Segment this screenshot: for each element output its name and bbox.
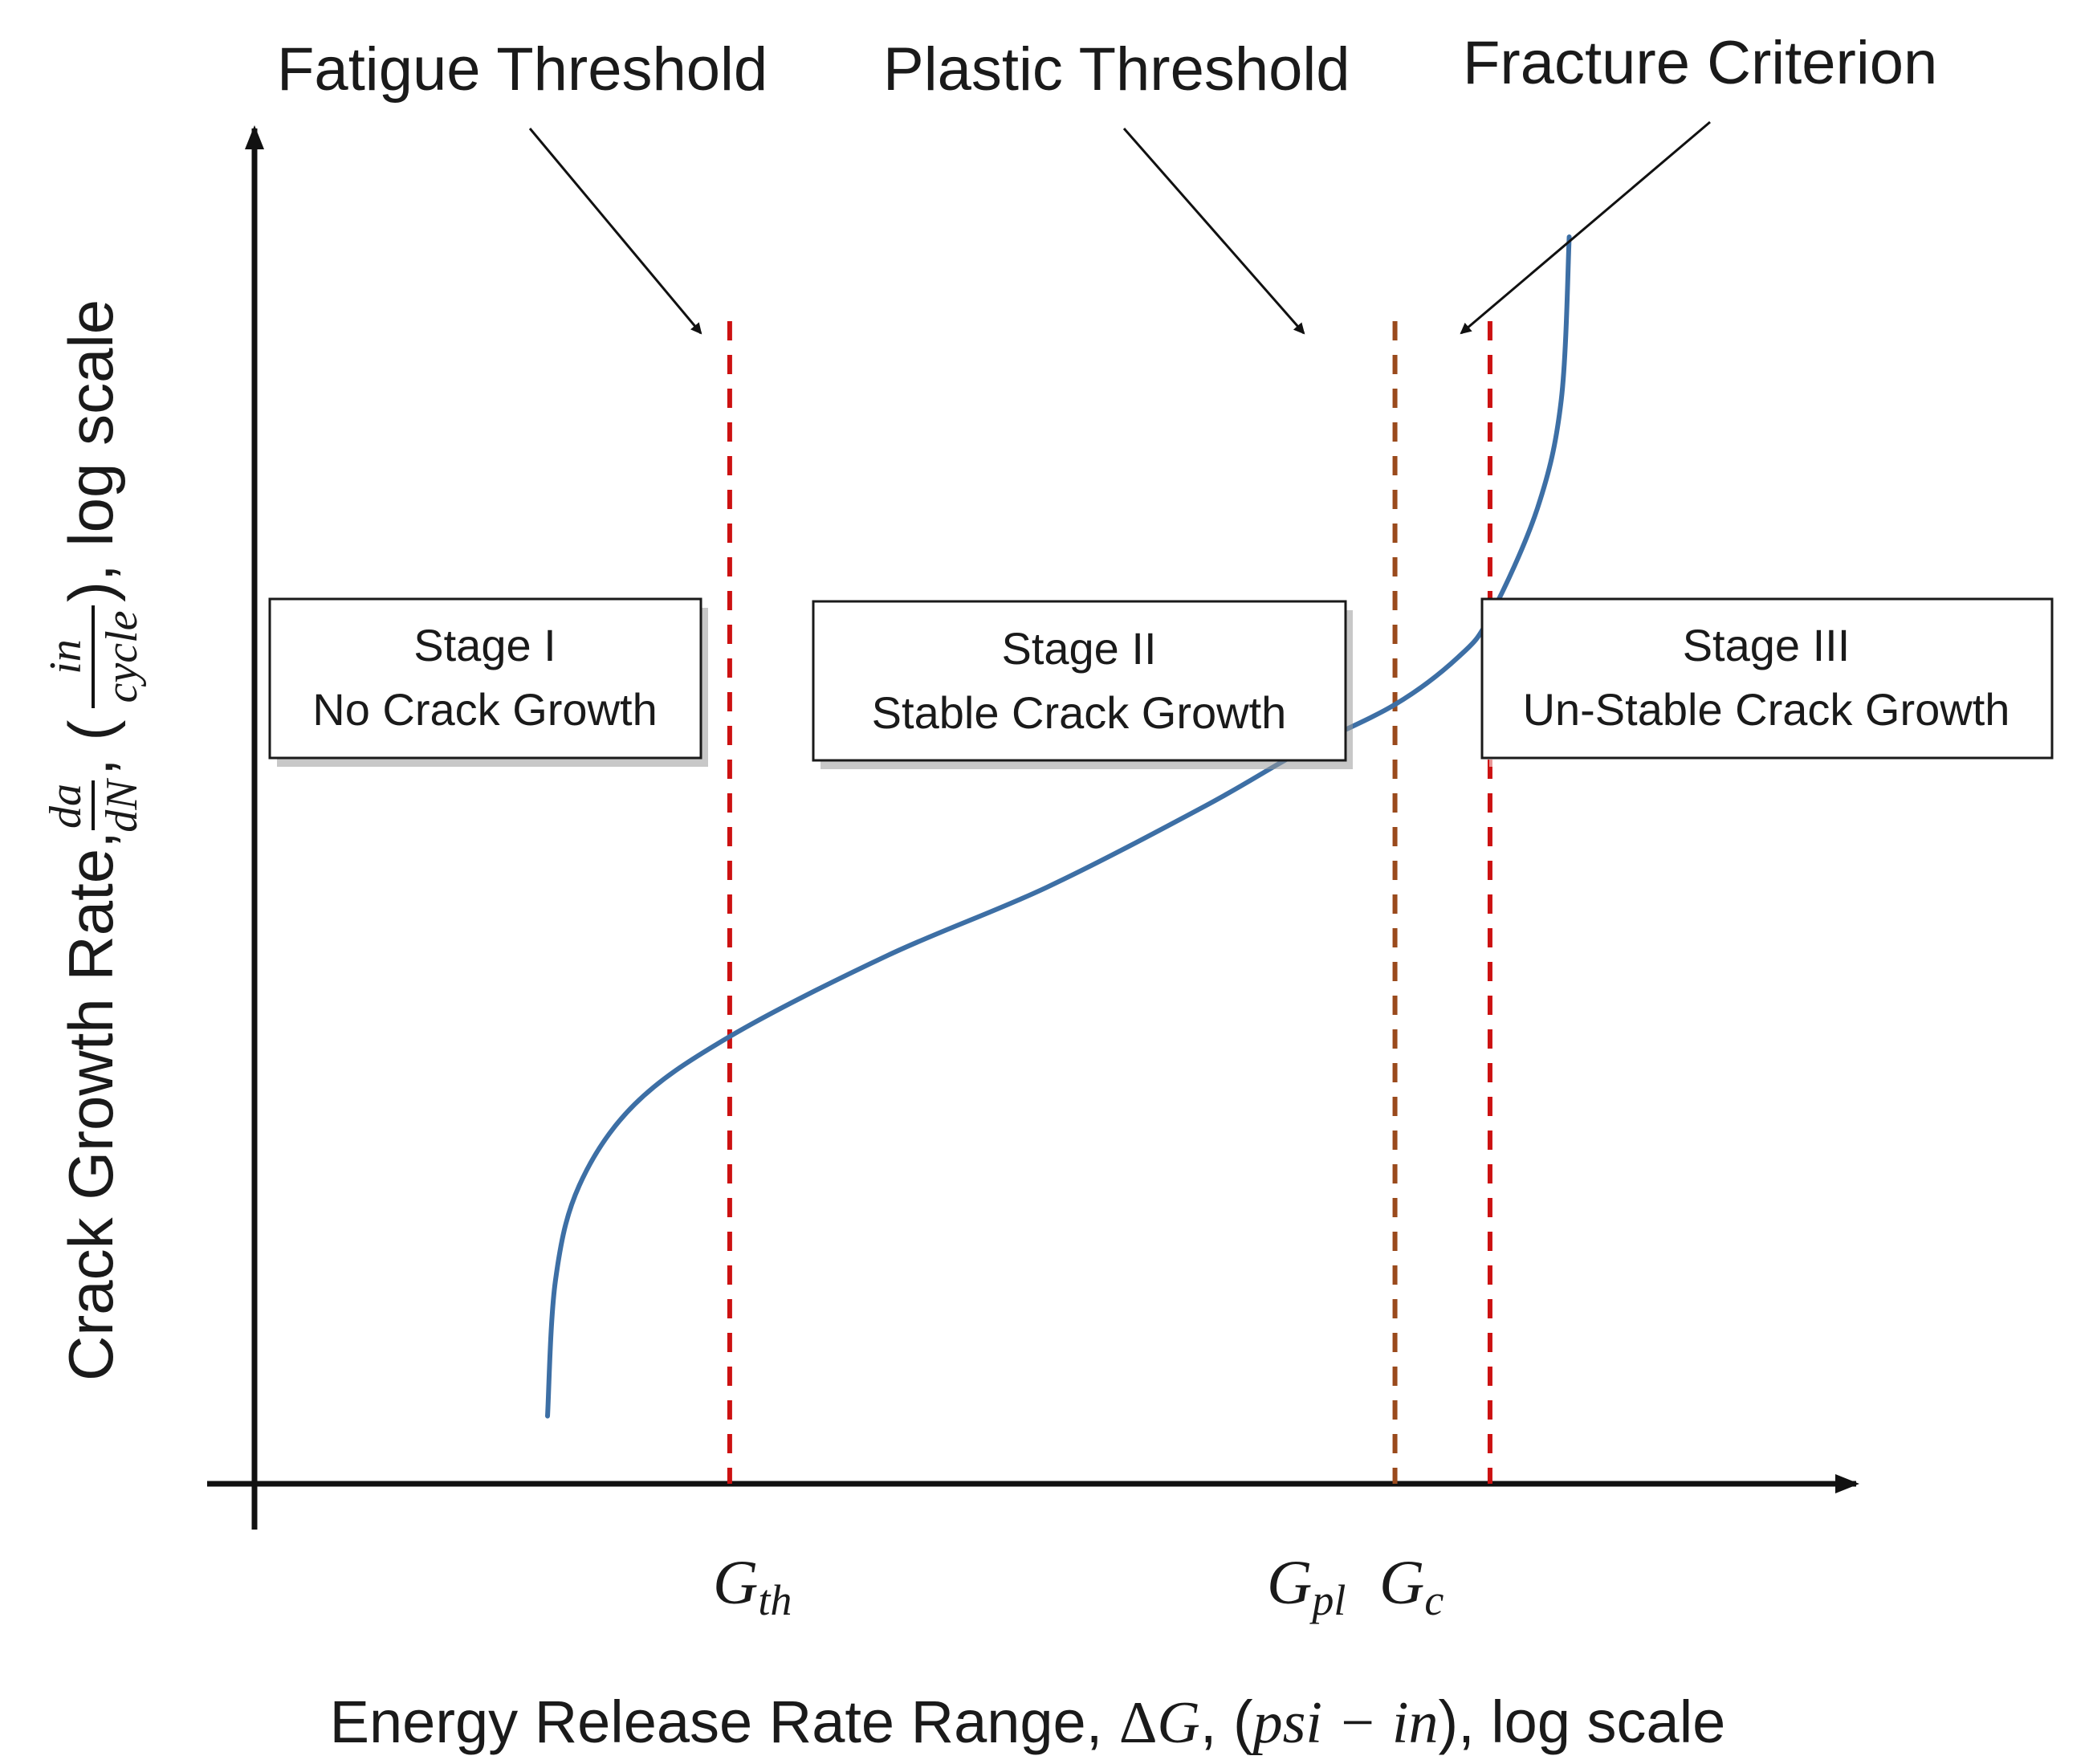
annotation-plastic-threshold: Plastic Threshold	[883, 35, 1350, 104]
y-axis-label-prefix: Crack Growth Rate,	[55, 831, 126, 1381]
tick-label-gc: Gc	[1379, 1547, 1444, 1624]
x-axis-label: Energy Release Rate Range, ΔG, (psi − in…	[330, 1689, 1726, 1756]
stage-box-3: Stage III Un-Stable Crack Growth	[1480, 597, 2059, 767]
stage-3-subtitle: Un-Stable Crack Growth	[1523, 684, 2010, 735]
stage-box-1: Stage I No Crack Growth	[268, 597, 708, 767]
y-axis-label-suffix: ), log scale	[55, 299, 126, 602]
axes	[207, 125, 1859, 1530]
arrow-plastic-threshold	[1122, 128, 1305, 335]
y-frac1-num: da	[41, 784, 91, 829]
stage-3-title: Stage III	[1683, 620, 1851, 670]
x-tick-labels: Gth Gpl Gc	[713, 1547, 1444, 1624]
annotation-fatigue-threshold: Fatigue Threshold	[277, 35, 768, 104]
stage-2-subtitle: Stable Crack Growth	[872, 687, 1287, 738]
stage-box-2: Stage II Stable Crack Growth	[812, 600, 1353, 769]
y-axis-label: Crack Growth Rate, da dN , ( in cycle ),…	[41, 299, 147, 1381]
annotations: Fatigue Threshold Plastic Threshold Frac…	[277, 29, 1937, 335]
crack-growth-curve	[545, 234, 1572, 1419]
tick-label-gth: Gth	[713, 1547, 792, 1624]
arrow-fracture-criterion	[1460, 120, 1711, 335]
stage-1-title: Stage I	[413, 620, 556, 670]
arrow-fatigue-threshold	[528, 128, 702, 335]
annotation-fracture-criterion: Fracture Criterion	[1463, 29, 1937, 97]
y-frac1-den: dN	[97, 778, 147, 833]
stage-2-title: Stage II	[1001, 623, 1156, 674]
threshold-lines	[727, 321, 1492, 1484]
tick-label-gpl: Gpl	[1267, 1547, 1346, 1624]
y-axis-label-sep: , (	[55, 720, 126, 776]
stage-1-subtitle: No Crack Growth	[312, 684, 657, 735]
y-frac2-den: cycle	[97, 611, 147, 703]
y-frac2-num: in	[41, 639, 91, 674]
